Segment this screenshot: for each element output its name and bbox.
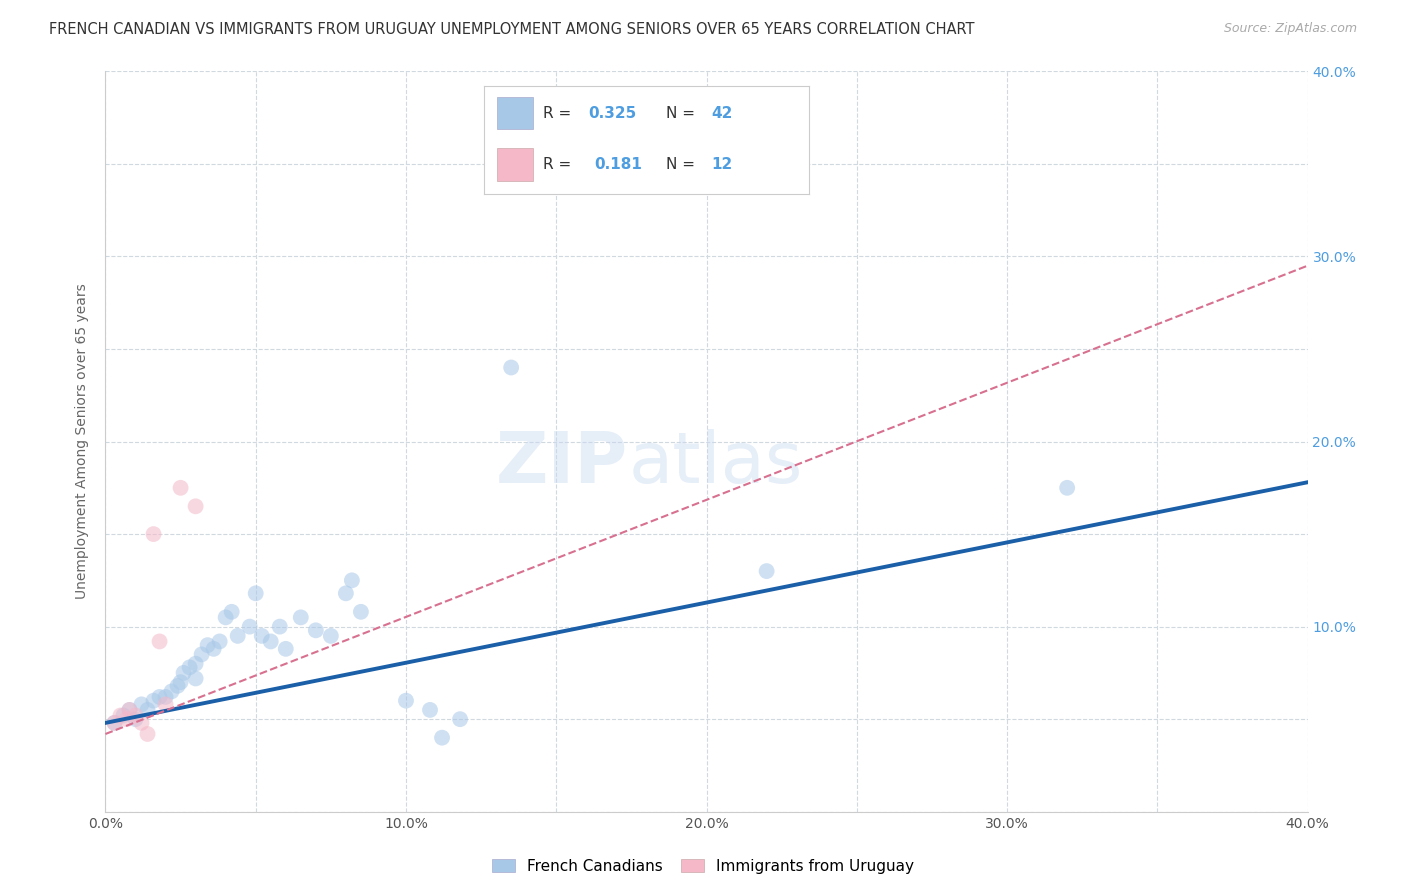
Point	[103, 715, 125, 730]
Point	[131, 698, 153, 712]
Point	[160, 684, 183, 698]
Text: FRENCH CANADIAN VS IMMIGRANTS FROM URUGUAY UNEMPLOYMENT AMONG SENIORS OVER 65 YE: FRENCH CANADIAN VS IMMIGRANTS FROM URUGU…	[49, 22, 974, 37]
Point	[350, 605, 373, 619]
Point	[269, 619, 291, 633]
Point	[118, 703, 141, 717]
Point	[197, 638, 219, 652]
Point	[335, 586, 357, 600]
Point	[169, 675, 191, 690]
Point	[169, 481, 191, 495]
Point	[419, 703, 441, 717]
Point	[274, 641, 297, 656]
Point	[449, 712, 471, 726]
Point	[184, 672, 207, 686]
Legend: French Canadians, Immigrants from Uruguay: French Canadians, Immigrants from Urugua…	[485, 853, 921, 880]
Point	[115, 712, 138, 726]
Point	[395, 694, 418, 708]
Point	[124, 712, 146, 726]
Point	[110, 708, 132, 723]
Point	[250, 629, 273, 643]
Point	[136, 703, 159, 717]
Point	[112, 708, 135, 723]
Point	[245, 586, 267, 600]
Point	[148, 690, 170, 704]
Point	[136, 727, 159, 741]
Point	[208, 634, 231, 648]
Point	[1056, 481, 1078, 495]
Point	[131, 715, 153, 730]
Text: ZIP: ZIP	[496, 429, 628, 499]
Point	[430, 731, 453, 745]
Point	[214, 610, 236, 624]
Point	[239, 619, 262, 633]
Point	[290, 610, 312, 624]
Point	[103, 715, 125, 730]
Point	[226, 629, 249, 643]
Point	[148, 634, 170, 648]
Point	[184, 500, 207, 514]
Point	[260, 634, 283, 648]
Point	[155, 690, 177, 704]
Point	[221, 605, 243, 619]
Point	[155, 698, 177, 712]
Point	[501, 360, 523, 375]
Point	[190, 648, 212, 662]
Point	[142, 527, 165, 541]
Text: atlas: atlas	[628, 429, 803, 499]
Point	[184, 657, 207, 671]
Point	[118, 703, 141, 717]
Point	[319, 629, 342, 643]
Point	[124, 708, 146, 723]
Point	[179, 660, 201, 674]
Point	[340, 574, 363, 588]
Point	[166, 679, 188, 693]
Text: Source: ZipAtlas.com: Source: ZipAtlas.com	[1223, 22, 1357, 36]
Point	[142, 694, 165, 708]
Point	[755, 564, 778, 578]
Y-axis label: Unemployment Among Seniors over 65 years: Unemployment Among Seniors over 65 years	[76, 284, 90, 599]
Point	[173, 665, 195, 680]
Point	[305, 624, 328, 638]
Point	[202, 641, 225, 656]
